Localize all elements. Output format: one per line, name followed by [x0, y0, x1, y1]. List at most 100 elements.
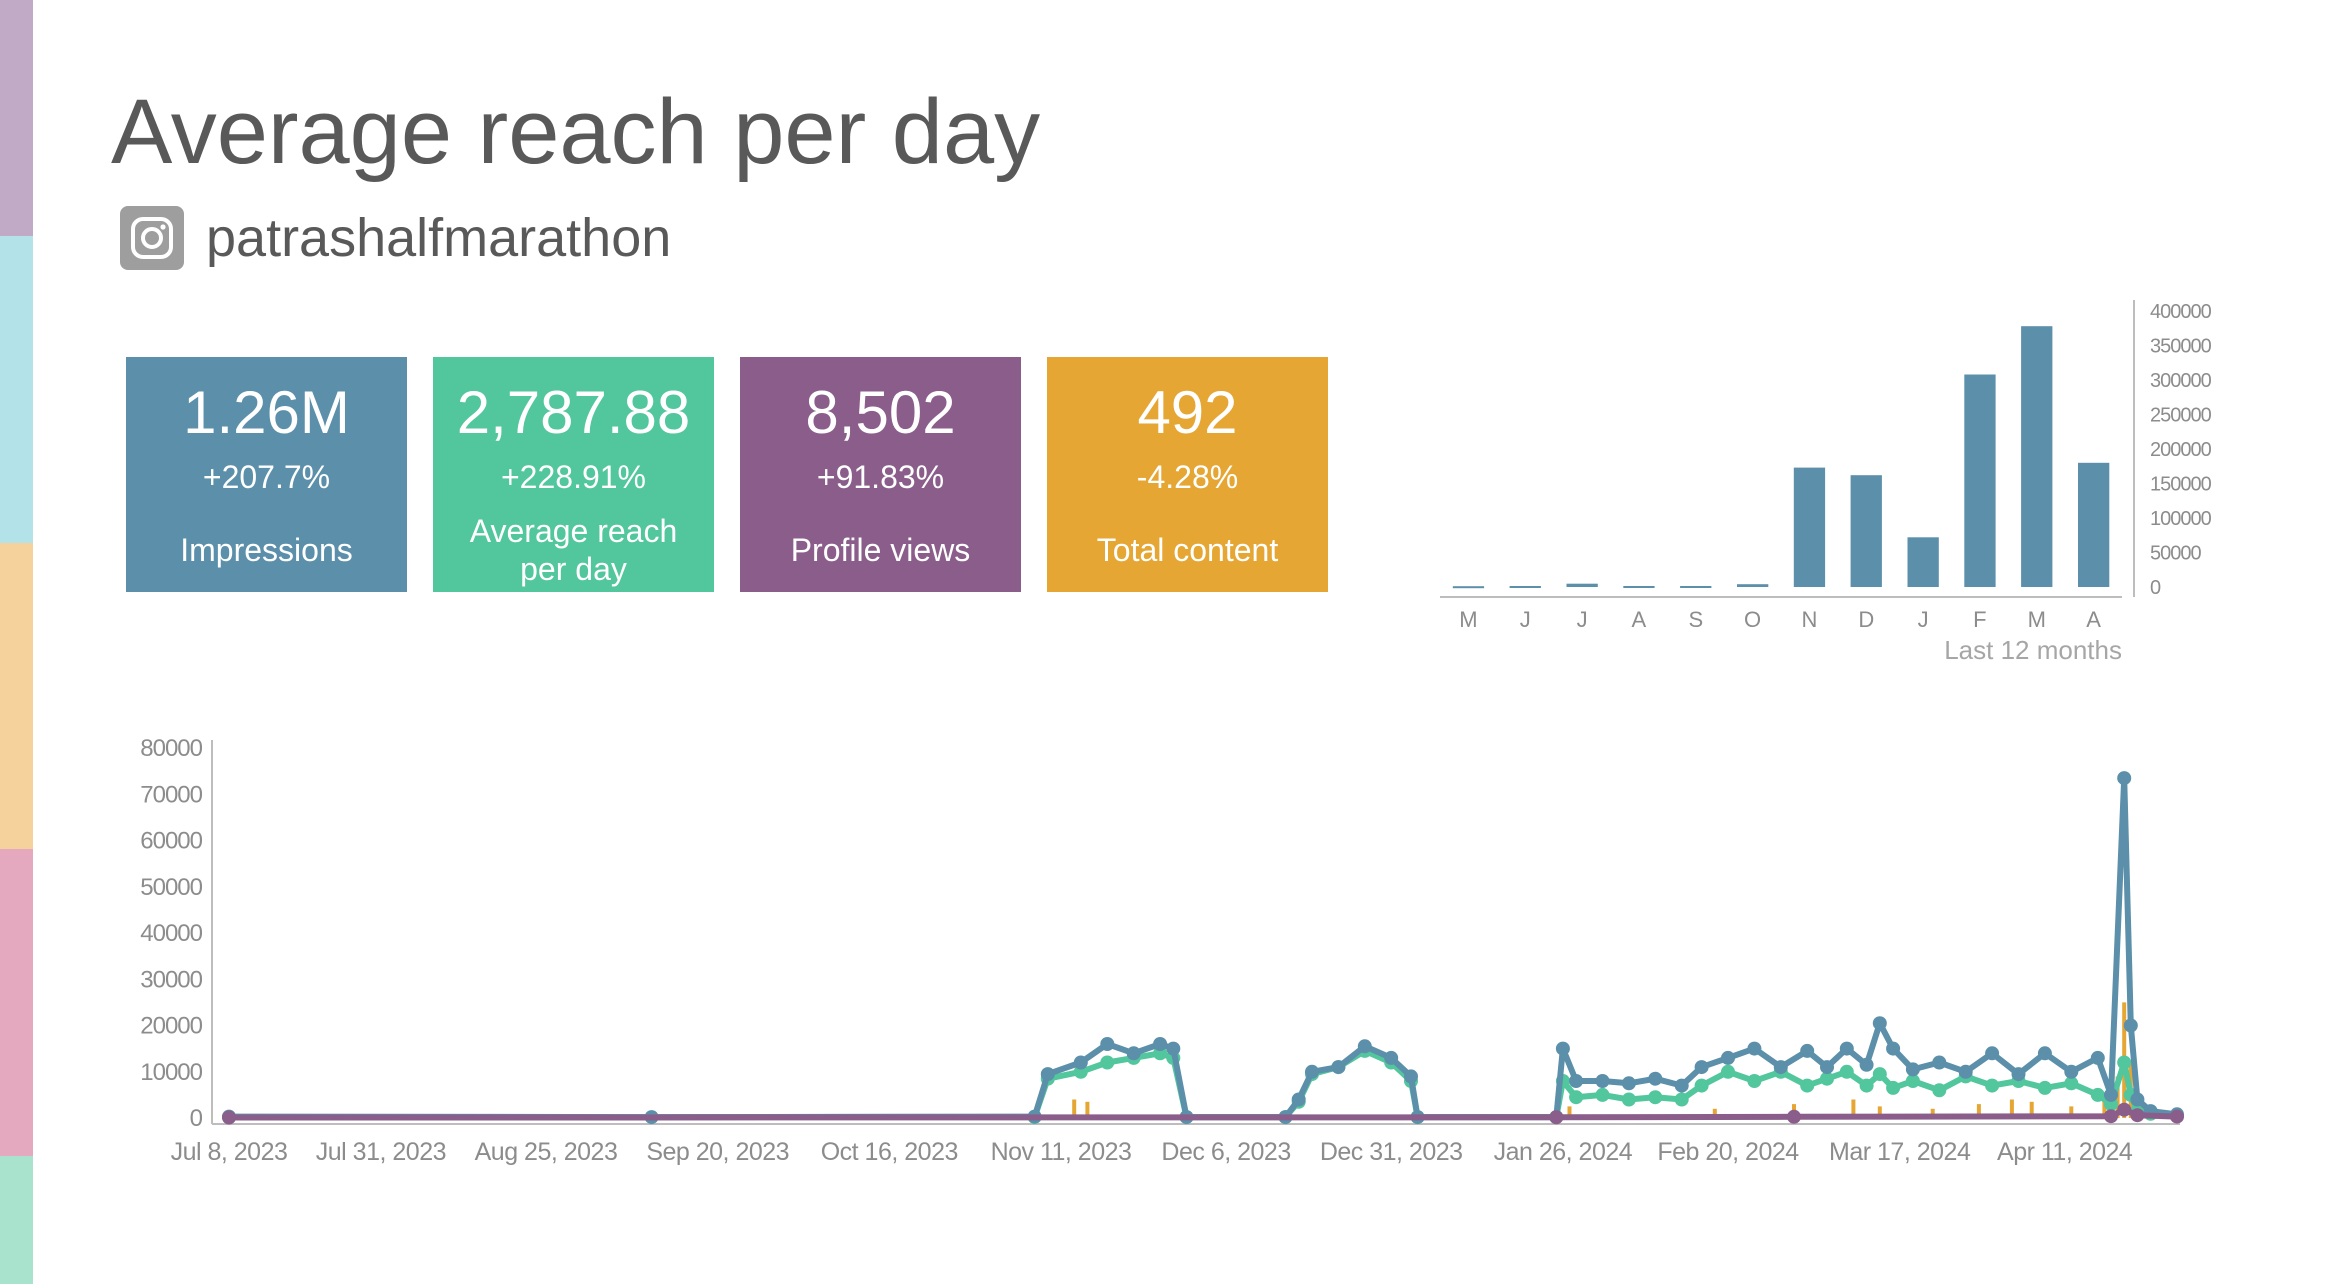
series-point — [1985, 1078, 2000, 1093]
series-point — [1747, 1074, 1762, 1088]
series-point — [1859, 1078, 1874, 1093]
series-point — [1648, 1071, 1663, 1086]
bar — [1737, 584, 1769, 587]
y-tick-label: 50000 — [140, 874, 202, 901]
content-bar — [1072, 1099, 1077, 1118]
y-tick-label: 0 — [190, 1105, 203, 1132]
kpi-label: Total content — [1096, 531, 1279, 568]
series-point — [1747, 1041, 1762, 1056]
content-bar — [1085, 1101, 1090, 1118]
series-point — [2037, 1080, 2052, 1095]
series-point — [2117, 1055, 2132, 1070]
series-point — [2064, 1076, 2079, 1091]
x-tick-label: N — [1801, 607, 1817, 632]
content-bar — [1930, 1108, 1935, 1119]
bar — [1509, 586, 1541, 588]
kpi-value: 8,502 — [805, 379, 956, 446]
series-point — [2090, 1087, 2105, 1102]
y-tick-label: 350000 — [2150, 336, 2212, 358]
y-tick-label: 60000 — [140, 828, 202, 855]
series-point — [1721, 1064, 1735, 1079]
series-point — [1674, 1092, 1689, 1107]
series-point — [1357, 1039, 1372, 1054]
series-point — [1073, 1055, 1088, 1070]
x-tick-label: Dec 31, 2023 — [1320, 1138, 1463, 1166]
x-tick-label: Sep 20, 2023 — [646, 1138, 789, 1166]
content-bar — [2009, 1099, 2014, 1118]
series-line — [226, 775, 2180, 1121]
x-tick-label: Oct 16, 2023 — [821, 1138, 958, 1166]
bar — [1680, 586, 1712, 588]
series-point — [2037, 1046, 2052, 1061]
series-point — [1694, 1078, 1709, 1093]
content-bar — [1567, 1106, 1572, 1118]
series-point — [1166, 1041, 1181, 1056]
series-point — [1569, 1074, 1584, 1088]
series-point — [1872, 1067, 1887, 1082]
series-line — [226, 1047, 2180, 1121]
x-tick-label: Jul 31, 2023 — [316, 1138, 446, 1166]
y-tick-label: 70000 — [140, 781, 202, 808]
series-point — [1839, 1041, 1854, 1056]
x-tick-label: Apr 11, 2024 — [1997, 1138, 2133, 1166]
kpi-label: Impressions — [180, 531, 353, 568]
x-tick-label: D — [1858, 607, 1874, 632]
y-tick-label: 150000 — [2150, 474, 2212, 496]
y-tick-label: 20000 — [140, 1013, 202, 1040]
bar — [2078, 462, 2110, 587]
y-tick-label: 10000 — [140, 1059, 202, 1086]
content-bar — [2069, 1106, 2074, 1118]
kpi-card-profile-views: 8,502 +91.83% Profile views — [740, 357, 1021, 592]
sidebar-strip-3 — [0, 543, 33, 849]
series-point — [222, 1110, 236, 1125]
series-point — [1694, 1060, 1709, 1075]
x-tick-label: M — [1459, 607, 1477, 632]
y-tick-label: 200000 — [2150, 439, 2212, 461]
kpi-change: +91.83% — [816, 459, 945, 495]
series-point — [1549, 1110, 1564, 1125]
y-tick-label: 250000 — [2150, 405, 2212, 427]
kpi-label: Profile views — [790, 531, 971, 568]
series-point — [2123, 1018, 2138, 1033]
bar — [1907, 537, 1939, 587]
x-tick-label: J — [1577, 607, 1588, 632]
series-point — [2090, 1050, 2105, 1065]
x-tick-label: S — [1688, 607, 1703, 632]
sidebar-strip-5 — [0, 1156, 33, 1284]
page-title: Average reach per day — [111, 81, 1041, 183]
x-tick-label: Nov 11, 2023 — [991, 1138, 1132, 1166]
bar — [1452, 586, 1485, 589]
series-point — [1621, 1092, 1636, 1107]
bar — [1566, 583, 1598, 587]
series-point — [1886, 1041, 1901, 1056]
y-tick-label: 0 — [2150, 577, 2161, 599]
series-point — [1621, 1076, 1636, 1091]
kpi-value: 1.26M — [183, 379, 350, 446]
series-point — [1305, 1064, 1319, 1079]
series-point — [2117, 771, 2132, 786]
content-bar — [2029, 1101, 2034, 1118]
x-tick-label: Mar 17, 2024 — [1829, 1138, 1971, 1166]
kpi-value: 2,787.88 — [456, 379, 691, 446]
series-point — [1648, 1090, 1663, 1105]
kpi-value: 492 — [1137, 379, 1238, 446]
x-tick-label: Feb 20, 2024 — [1657, 1138, 1799, 1166]
content-bar — [1877, 1106, 1882, 1118]
y-tick-label: 300000 — [2150, 370, 2212, 392]
series-point — [1905, 1074, 1920, 1088]
instagram-icon — [120, 206, 184, 270]
sidebar-strip-2 — [0, 236, 33, 543]
series-point — [1985, 1046, 2000, 1061]
kpi-card-total-content: 492 -4.28% Total content — [1047, 357, 1328, 592]
series-point — [1905, 1062, 1920, 1077]
series-point — [1153, 1037, 1168, 1051]
series-point — [1839, 1064, 1854, 1079]
series-point — [1820, 1060, 1834, 1075]
series-point — [1773, 1060, 1788, 1075]
x-tick-label: Aug 25, 2023 — [475, 1138, 618, 1166]
content-bar — [2102, 1099, 2107, 1118]
series-line — [226, 1106, 2180, 1121]
series-point — [1404, 1069, 1418, 1084]
monthly-bar-chart: M J J A S O N D J F M A 400000 350000 300000 250000 2000… — [1440, 300, 2213, 665]
series-point — [1958, 1064, 1973, 1079]
